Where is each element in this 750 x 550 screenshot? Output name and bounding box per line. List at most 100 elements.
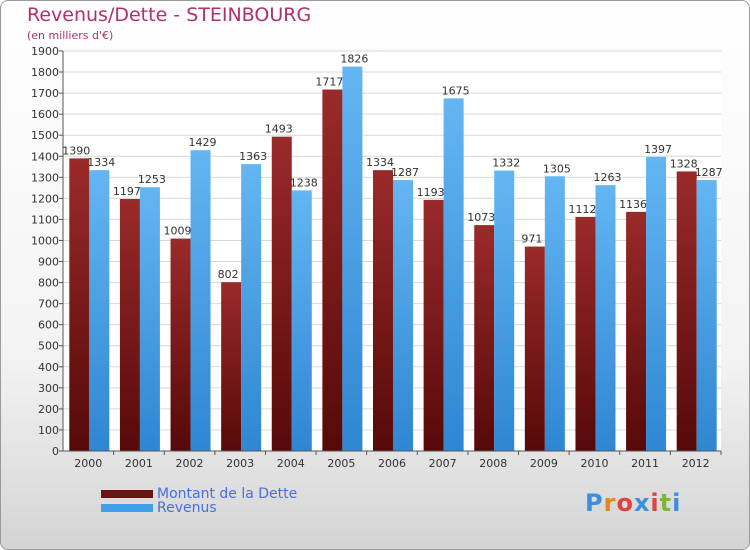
x-tick-label: 2005 [327,457,355,470]
bar-revenus-2008 [494,170,515,451]
x-tick-label: 2002 [176,457,204,470]
x-tick-label: 2000 [74,457,102,470]
bar-dette-2008 [474,225,495,451]
x-tick-label: 2007 [429,457,457,470]
data-label: 1717 [315,76,343,89]
data-label: 1253 [138,173,166,186]
data-label: 971 [521,233,542,246]
bar-revenus-2004 [291,190,312,452]
bar-dette-2012 [676,171,697,451]
bar-revenus-2007 [443,98,464,452]
chart-subtitle: (en milliers d'€) [27,29,114,42]
x-tick-label: 2012 [682,457,710,470]
data-label: 1397 [644,143,672,156]
bar-revenus-2011 [646,156,667,452]
logo-letter: P [585,489,604,517]
legend: Montant de la Dette Revenus [101,486,298,516]
x-tick-label: 2010 [580,457,608,470]
logo-letter: i [650,489,660,517]
bar-dette-2003 [221,282,242,451]
bar-dette-2007 [423,199,444,451]
data-label: 1073 [467,211,495,224]
bar-dette-2004 [271,136,292,451]
chart-title: Revenus/Dette - STEINBOURG [27,4,312,26]
y-tick-label: 1000 [31,234,59,247]
legend-label-dette: Montant de la Dette [157,486,298,502]
data-label: 1328 [670,157,698,170]
data-label: 1287 [695,166,723,179]
logo-letter: t [659,489,673,517]
bar-revenus-2003 [241,164,262,452]
legend-label-revenus: Revenus [157,500,217,516]
y-tick-label: 1100 [31,213,59,226]
y-tick-label: 0 [52,445,59,458]
y-tick-label: 1800 [31,66,59,79]
logo-letter: o [616,489,634,517]
y-tick-label: 600 [38,319,59,332]
x-tick-label: 2011 [631,457,659,470]
legend-item-revenus: Revenus [101,500,297,516]
y-tick-label: 400 [38,361,59,374]
y-tick-label: 500 [38,340,59,353]
bar-revenus-2012 [696,180,717,452]
bars: 1390133411971253100914298021363149312381… [62,53,723,452]
logo-letter: x [633,489,651,517]
bar-revenus-2010 [595,185,616,451]
legend-item-dette: Montant de la Dette [101,486,298,502]
data-label: 1238 [290,176,318,189]
x-tick-label: 2008 [479,457,507,470]
bar-dette-2002 [170,238,191,451]
x-tick-label: 2004 [277,457,305,470]
bar-revenus-2002 [190,150,211,451]
data-label: 1334 [87,156,115,169]
x-tick-label: 2009 [530,457,558,470]
data-label: 1332 [492,157,520,170]
proxiti-logo: Proxiti [585,489,681,517]
data-label: 1493 [265,123,293,136]
x-tick-label: 2001 [125,457,153,470]
data-label: 1263 [593,171,621,184]
x-axis: 2000 2001 2002 2003 2004 2005 2006 2007 2008 2009… [63,450,722,470]
data-label: 1305 [543,162,571,175]
data-label: 1136 [619,198,647,211]
bar-dette-2005 [322,89,343,452]
bar-dette-2009 [524,246,545,451]
logo-letter: i [672,489,682,517]
y-tick-label: 800 [38,277,59,290]
bar-dette-2000 [69,158,90,452]
bar-dette-2001 [119,199,140,451]
bar-dette-2011 [626,211,647,451]
data-label: 1363 [239,150,267,163]
y-tick-label: 1600 [31,108,59,121]
y-tick-label: 1500 [31,129,59,142]
data-label: 1112 [568,203,596,216]
x-tick-label: 2006 [378,457,406,470]
data-label: 1675 [442,84,470,97]
bar-chart: 0 100 200 300 400 500 600 700 800 900 1000 1100 1200… [31,45,723,470]
y-tick-label: 1700 [31,87,59,100]
y-tick-label: 1900 [31,45,59,58]
data-label: 1334 [366,156,394,169]
bar-revenus-2005 [342,66,363,451]
legend-swatch-dette [101,490,153,498]
data-label: 1429 [189,136,217,149]
data-label: 1390 [62,144,90,157]
y-tick-label: 100 [38,424,59,437]
bar-dette-2010 [575,216,596,451]
legend-swatch-revenus [101,504,153,512]
data-label: 1009 [164,225,192,238]
x-tick-label: 2003 [226,457,254,470]
bar-revenus-2000 [89,170,110,451]
bar-revenus-2006 [393,180,413,452]
y-tick-label: 300 [38,382,59,395]
bar-revenus-2009 [544,176,565,451]
y-tick-label: 1400 [31,150,59,163]
logo-letter: r [603,489,617,517]
data-label: 802 [218,268,239,281]
data-label: 1826 [340,53,368,66]
data-label: 1287 [391,166,419,179]
y-tick-label: 900 [38,256,59,269]
data-label: 1197 [113,185,141,198]
y-tick-label: 700 [38,298,59,311]
